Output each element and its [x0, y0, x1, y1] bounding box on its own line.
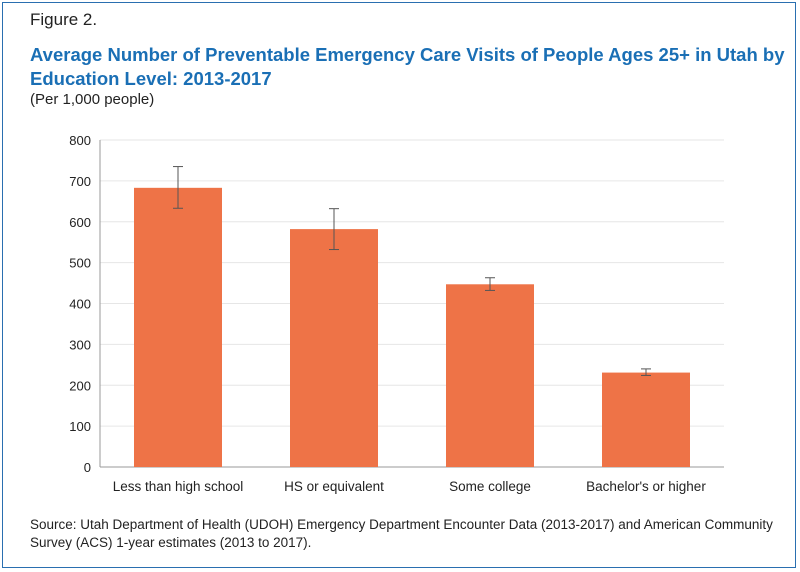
- y-tick-label: 300: [69, 337, 91, 352]
- bar: [134, 187, 222, 468]
- bar: [290, 229, 378, 467]
- figure-label: Figure 2.: [30, 10, 98, 29]
- chart-title: Average Number of Preventable Emergency …: [30, 44, 785, 89]
- y-tick-label: 500: [69, 256, 91, 271]
- y-tick-label: 800: [69, 133, 91, 148]
- y-tick-label: 700: [69, 174, 91, 189]
- bar: [602, 372, 690, 467]
- y-tick-label: 600: [69, 215, 91, 230]
- chart-subtitle: (Per 1,000 people): [30, 91, 155, 108]
- x-tick-label: HS or equivalent: [284, 479, 384, 494]
- y-tick-label: 100: [69, 419, 91, 434]
- bar: [446, 284, 534, 467]
- y-tick-label: 400: [69, 297, 91, 312]
- x-tick-label: Some college: [449, 479, 531, 494]
- source-note: Source: Utah Department of Health (UDOH)…: [30, 517, 773, 550]
- y-tick-label: 200: [69, 378, 91, 393]
- x-tick-label: Bachelor's or higher: [586, 479, 706, 494]
- y-tick-label: 0: [84, 460, 91, 475]
- x-tick-label: Less than high school: [113, 479, 244, 494]
